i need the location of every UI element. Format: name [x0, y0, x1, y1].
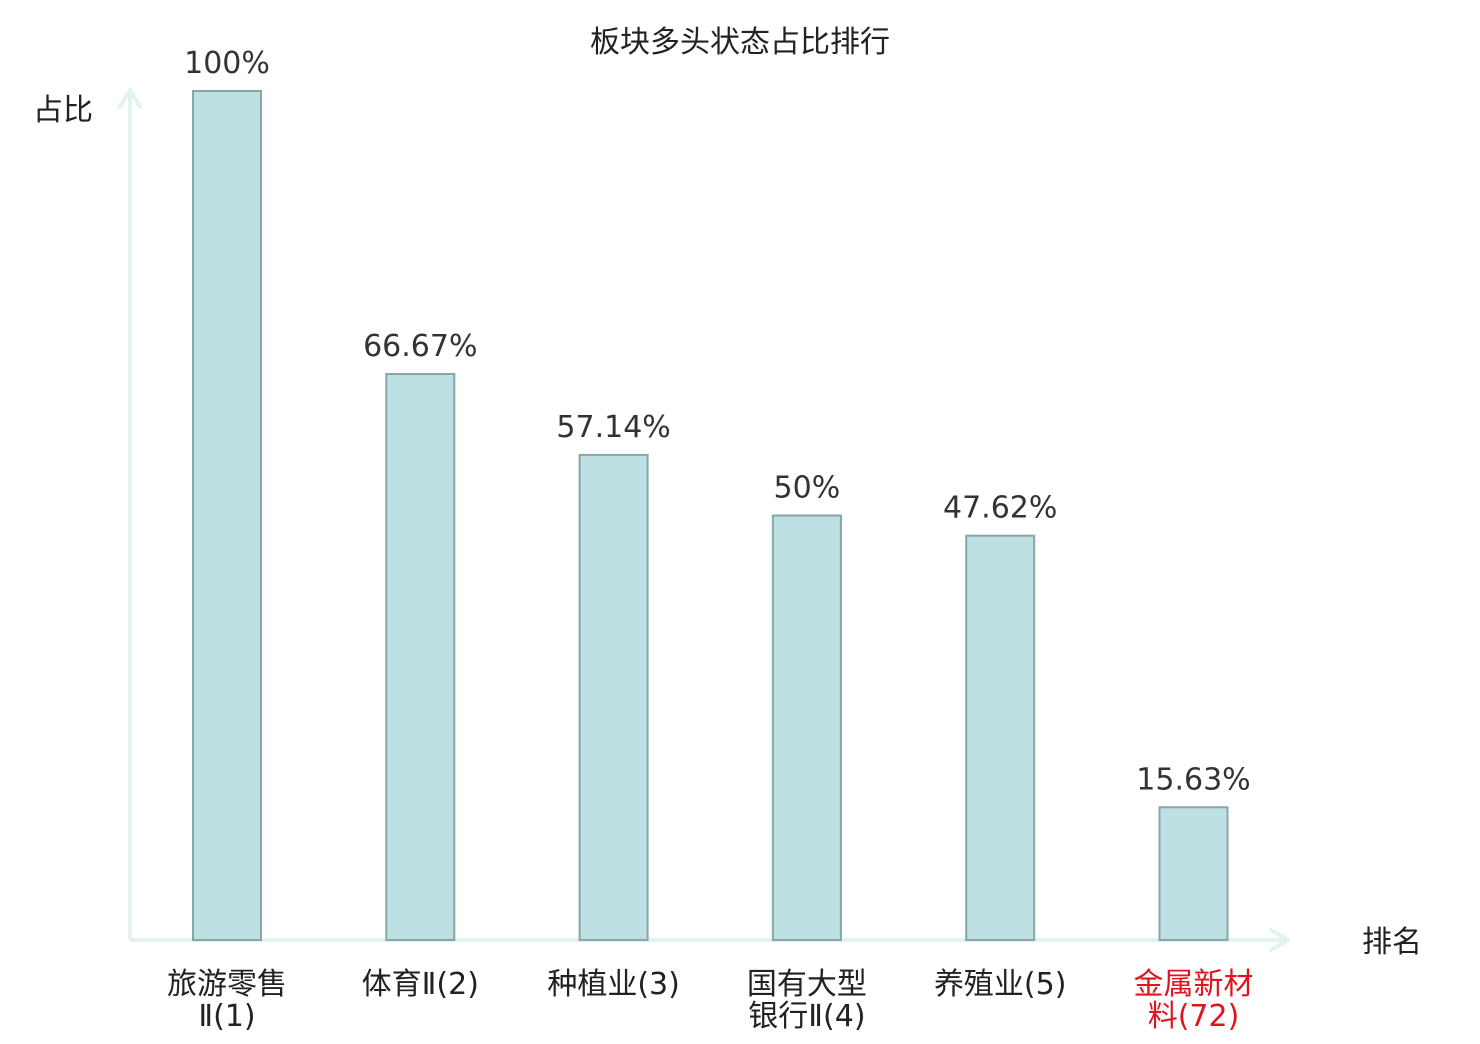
- bar-value-label: 15.63%: [1136, 762, 1250, 797]
- bars-group: [192, 90, 1229, 941]
- bar-value-label: 100%: [184, 46, 270, 81]
- x-axis-label: 排名: [1362, 925, 1422, 960]
- axes: [118, 88, 1290, 952]
- category-label: 料(72): [1148, 999, 1240, 1034]
- bar: [385, 373, 456, 941]
- x-axis-arrow: [1269, 928, 1290, 952]
- category-label: 国有大型: [747, 967, 867, 1002]
- category-label: 银行Ⅱ(4): [748, 999, 865, 1034]
- bar-value-label: 57.14%: [556, 410, 670, 445]
- value-labels-group: 100% 66.67% 57.14% 50% 47.62% 15.63%: [184, 46, 1251, 797]
- category-label: 养殖业(5): [934, 967, 1067, 1002]
- bar: [771, 514, 842, 941]
- chart-title: 板块多头状态占比排行: [590, 25, 890, 60]
- bar-value-label: 66.67%: [363, 329, 477, 364]
- category-label: 体育Ⅱ(2): [362, 967, 479, 1002]
- y-axis-arrow: [118, 88, 142, 109]
- bar: [1158, 806, 1229, 941]
- category-label: 种植业(3): [547, 967, 680, 1002]
- category-label: 旅游零售: [167, 967, 287, 1002]
- y-axis-label: 占比: [33, 93, 93, 128]
- bar: [578, 453, 649, 941]
- bar-value-label: 47.62%: [943, 491, 1057, 526]
- category-label: Ⅱ(1): [198, 999, 255, 1034]
- category-label: 金属新材: [1134, 967, 1254, 1002]
- bar: [965, 534, 1036, 941]
- bar-value-label: 50%: [774, 471, 841, 506]
- bar: [192, 90, 262, 941]
